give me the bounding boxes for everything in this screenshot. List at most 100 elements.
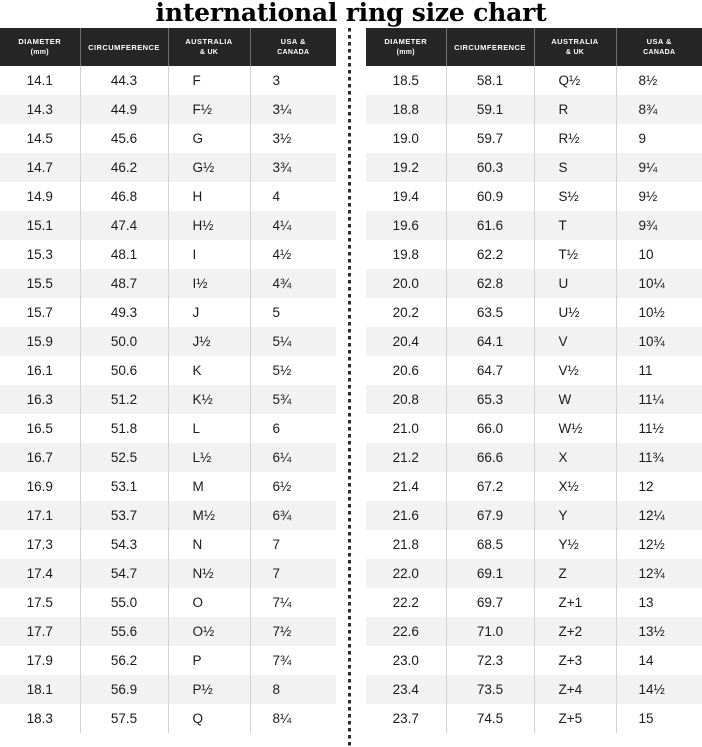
page-title: international ring size chart (155, 0, 547, 27)
header-australia-uk-line1: AUSTRALIA (551, 37, 599, 46)
cell-circumference: 63.5 (446, 298, 535, 327)
table-row: 17.5 55.0 O 7¼ (0, 588, 336, 617)
cell-australia-uk: R (534, 95, 617, 124)
cell-circumference: 48.1 (80, 240, 169, 269)
cell-australia-uk: S½ (534, 182, 617, 211)
cell-diameter: 19.2 (366, 153, 447, 182)
cell-circumference: 64.7 (446, 356, 535, 385)
cell-diameter: 17.9 (0, 646, 81, 675)
cell-australia-uk: F½ (168, 95, 251, 124)
cell-diameter: 17.1 (0, 501, 81, 530)
cell-diameter: 15.7 (0, 298, 81, 327)
cell-circumference: 59.7 (446, 124, 535, 153)
table-row: 19.0 59.7 R½ 9 (366, 124, 702, 153)
cell-australia-uk: W½ (534, 414, 617, 443)
cell-usa-canada: 6 (250, 414, 336, 443)
table-row: 15.5 48.7 I½ 4¾ (0, 269, 336, 298)
table-row: 14.3 44.9 F½ 3¼ (0, 95, 336, 124)
cell-australia-uk: X (534, 443, 617, 472)
cell-diameter: 14.3 (0, 95, 81, 124)
table-row: 17.9 56.2 P 7¾ (0, 646, 336, 675)
cell-usa-canada: 14 (616, 646, 702, 675)
cell-circumference: 66.6 (446, 443, 535, 472)
header-diameter-unit: (mm) (396, 49, 415, 56)
cell-diameter: 21.8 (366, 530, 447, 559)
cell-usa-canada: 11 (616, 356, 702, 385)
cell-australia-uk: Q (168, 704, 251, 733)
header-australia-uk-line2: & UK (199, 49, 219, 56)
table-row: 22.2 69.7 Z+1 13 (366, 588, 702, 617)
cell-diameter: 18.1 (0, 675, 81, 704)
column-header-usa-canada: USA & CANADA (616, 28, 702, 66)
cell-diameter: 17.3 (0, 530, 81, 559)
table-row: 14.1 44.3 F 3 (0, 66, 336, 95)
cell-diameter: 19.6 (366, 211, 447, 240)
cell-diameter: 19.4 (366, 182, 447, 211)
cell-circumference: 57.5 (80, 704, 169, 733)
cell-usa-canada: 11½ (616, 414, 702, 443)
cell-diameter: 19.0 (366, 124, 447, 153)
cell-circumference: 61.6 (446, 211, 535, 240)
column-header-diameter: DIAMETER (mm) (366, 28, 447, 66)
table-row: 14.5 45.6 G 3½ (0, 124, 336, 153)
cell-usa-canada: 13 (616, 588, 702, 617)
cell-circumference: 51.8 (80, 414, 169, 443)
header-usa-canada-line1: USA & (280, 37, 306, 46)
cell-usa-canada: 6½ (250, 472, 336, 501)
cell-diameter: 17.5 (0, 588, 81, 617)
table-row: 19.2 60.3 S 9¼ (366, 153, 702, 182)
right-table-wrapper: DIAMETER (mm) CIRCUMFERENCE AUSTRALIA & … (366, 28, 702, 733)
cell-circumference: 69.1 (446, 559, 535, 588)
cell-circumference: 53.7 (80, 501, 169, 530)
cell-usa-canada: 7¾ (250, 646, 336, 675)
cell-diameter: 16.1 (0, 356, 81, 385)
cell-circumference: 48.7 (80, 269, 169, 298)
table-row: 16.1 50.6 K 5½ (0, 356, 336, 385)
table-row: 23.7 74.5 Z+5 15 (366, 704, 702, 733)
table-row: 18.8 59.1 R 8¾ (366, 95, 702, 124)
cell-australia-uk: M (168, 472, 251, 501)
cell-diameter: 14.9 (0, 182, 81, 211)
cell-diameter: 17.7 (0, 617, 81, 646)
cell-australia-uk: U½ (534, 298, 617, 327)
cell-usa-canada: 12½ (616, 530, 702, 559)
cell-diameter: 22.0 (366, 559, 447, 588)
cell-diameter: 15.1 (0, 211, 81, 240)
table-row: 20.6 64.7 V½ 11 (366, 356, 702, 385)
cell-usa-canada: 7 (250, 530, 336, 559)
table-body-left: 14.1 44.3 F 3 14.3 44.9 F½ 3¼ 14.5 45.6 G 3½ 14.7 46.… (0, 66, 336, 733)
cell-australia-uk: P½ (168, 675, 251, 704)
header-circumference-label: CIRCUMFERENCE (454, 42, 526, 52)
cell-australia-uk: P (168, 646, 251, 675)
table-row: 14.9 46.8 H 4 (0, 182, 336, 211)
ring-size-table-right: DIAMETER (mm) CIRCUMFERENCE AUSTRALIA & … (366, 28, 702, 733)
cell-australia-uk: H½ (168, 211, 251, 240)
cell-australia-uk: O (168, 588, 251, 617)
cell-australia-uk: Z+3 (534, 646, 617, 675)
cell-australia-uk: F (168, 66, 251, 95)
cell-usa-canada: 5½ (250, 356, 336, 385)
table-row: 19.4 60.9 S½ 9½ (366, 182, 702, 211)
header-row: DIAMETER (mm) CIRCUMFERENCE AUSTRALIA & … (366, 28, 702, 66)
cell-usa-canada: 6¾ (250, 501, 336, 530)
cell-circumference: 68.5 (446, 530, 535, 559)
cell-usa-canada: 10¼ (616, 269, 702, 298)
cell-diameter: 18.3 (0, 704, 81, 733)
table-row: 18.1 56.9 P½ 8 (0, 675, 336, 704)
cell-australia-uk: O½ (168, 617, 251, 646)
cell-australia-uk: M½ (168, 501, 251, 530)
cell-australia-uk: I (168, 240, 251, 269)
cell-australia-uk: K (168, 356, 251, 385)
cell-usa-canada: 10 (616, 240, 702, 269)
cell-australia-uk: L½ (168, 443, 251, 472)
table-row: 22.6 71.0 Z+2 13½ (366, 617, 702, 646)
cell-diameter: 16.7 (0, 443, 81, 472)
cell-usa-canada: 3¼ (250, 95, 336, 124)
header-diameter-label: DIAMETER (384, 37, 428, 46)
header-usa-canada-line2: CANADA (277, 49, 310, 56)
cell-circumference: 53.1 (80, 472, 169, 501)
cell-usa-canada: 14½ (616, 675, 702, 704)
cell-circumference: 55.6 (80, 617, 169, 646)
cell-australia-uk: X½ (534, 472, 617, 501)
cell-circumference: 46.8 (80, 182, 169, 211)
